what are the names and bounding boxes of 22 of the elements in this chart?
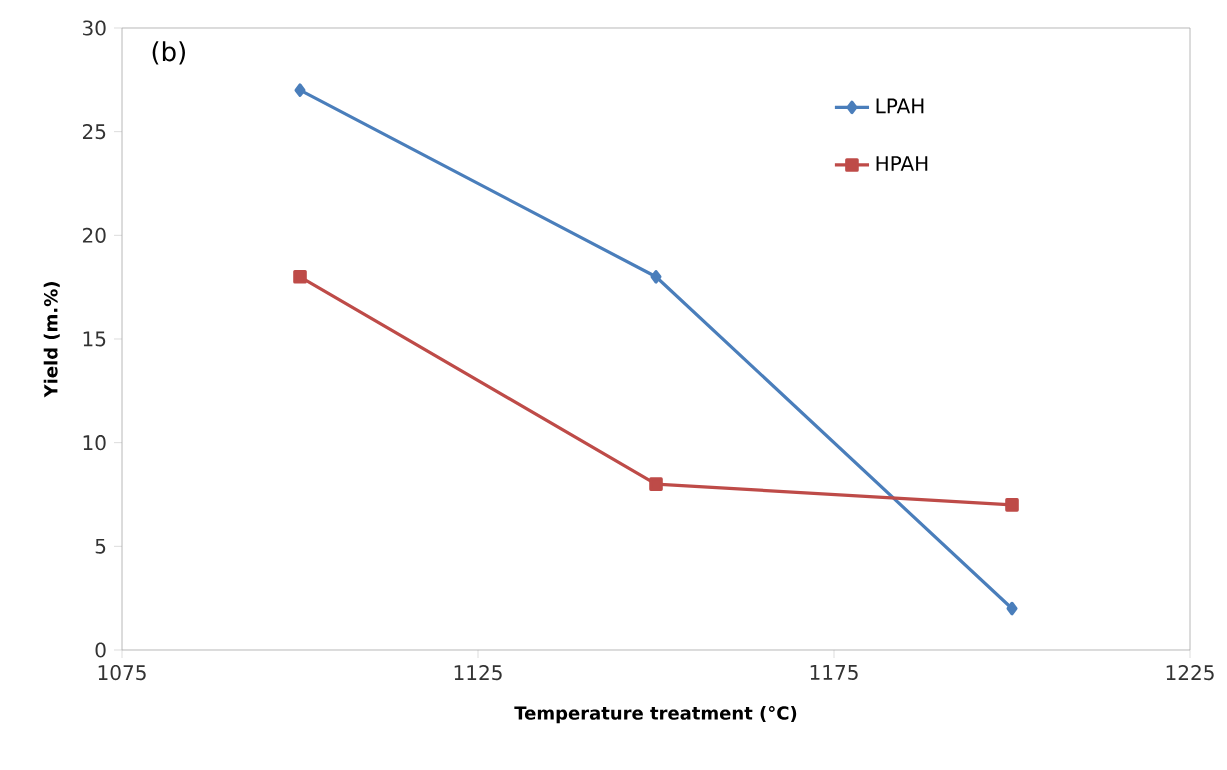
y-axis-title: Yield (m.%) (43, 282, 60, 398)
x-axis-title: Temperature treatment (°C) (514, 705, 797, 724)
x-tick-label: 1075 (98, 665, 146, 681)
point (650, 269, 662, 284)
x-tick-label: 1175 (810, 665, 858, 680)
y-tick-label: 25 (82, 124, 106, 140)
point (1006, 601, 1018, 616)
y-tick-label: 30 (83, 20, 106, 36)
x-tick-label: 1225 (1166, 665, 1214, 681)
y-tick-label: 20 (82, 227, 106, 243)
y-tick-label: 15 (83, 331, 106, 347)
point (294, 83, 306, 97)
y-tick-label: 0 (95, 642, 106, 658)
point (1005, 498, 1019, 512)
legend-label: LPAH (876, 98, 924, 114)
y-tick-label: 10 (83, 435, 106, 451)
point (293, 269, 307, 284)
legend-label: HPAH (876, 156, 928, 171)
annotation: (b) (152, 41, 185, 65)
y-tick-label: 5 (95, 538, 106, 554)
x-tick-label: 1125 (454, 665, 502, 681)
point (649, 477, 663, 491)
